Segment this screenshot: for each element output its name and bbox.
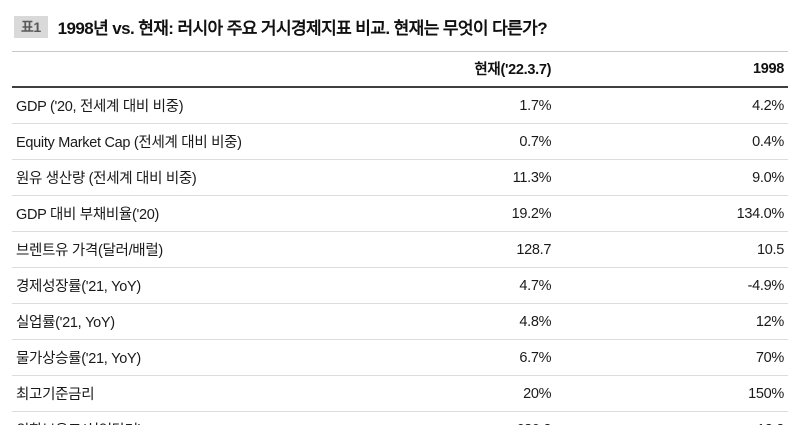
page-title: 1998년 vs. 현재: 러시아 주요 거시경제지표 비교. 현재는 무엇이 … bbox=[57, 19, 548, 38]
row-current-value: 4.7% bbox=[353, 267, 556, 304]
table-row: Equity Market Cap (전세계 대비 비중) 0.7% 0.4% bbox=[12, 123, 788, 160]
row-current-value: 19.2% bbox=[353, 195, 556, 232]
row-label: 외환보유고(십억달러) bbox=[12, 411, 354, 425]
row-1998-value: 12% bbox=[555, 303, 788, 340]
row-label: 원유 생산량 (전세계 대비 비중) bbox=[12, 159, 354, 196]
row-current-value: 4.8% bbox=[353, 303, 556, 340]
column-header-indicator bbox=[12, 51, 354, 88]
row-current-value: 630.2 bbox=[353, 411, 556, 425]
row-current-value: 11.3% bbox=[353, 159, 556, 196]
row-1998-value: 150% bbox=[555, 375, 788, 412]
table-header-row: 현재('22.3.7) 1998 bbox=[12, 51, 788, 88]
row-label: GDP ('20, 전세계 대비 비중) bbox=[12, 87, 354, 124]
row-1998-value: 4.2% bbox=[555, 87, 788, 124]
row-label: 브렌트유 가격(달러/배럴) bbox=[12, 231, 354, 268]
row-1998-value: 12.2 bbox=[555, 411, 788, 425]
table-header: 현재('22.3.7) 1998 bbox=[12, 51, 788, 88]
table-body: GDP ('20, 전세계 대비 비중) 1.7% 4.2% Equity Ma… bbox=[12, 87, 788, 425]
row-label: 경제성장률('21, YoY) bbox=[12, 267, 354, 304]
table-row: 물가상승률('21, YoY) 6.7% 70% bbox=[12, 339, 788, 376]
row-current-value: 0.7% bbox=[353, 123, 556, 160]
row-1998-value: 134.0% bbox=[555, 195, 788, 232]
column-header-current: 현재('22.3.7) bbox=[353, 51, 556, 88]
row-label: Equity Market Cap (전세계 대비 비중) bbox=[12, 123, 354, 160]
table-row: 실업률('21, YoY) 4.8% 12% bbox=[12, 303, 788, 340]
column-header-1998: 1998 bbox=[555, 51, 788, 88]
row-current-value: 1.7% bbox=[353, 87, 556, 124]
row-label: 최고기준금리 bbox=[12, 375, 354, 412]
row-label: 물가상승률('21, YoY) bbox=[12, 339, 354, 376]
row-1998-value: 70% bbox=[555, 339, 788, 376]
table-row: 경제성장률('21, YoY) 4.7% -4.9% bbox=[12, 267, 788, 304]
table-row: 외환보유고(십억달러) 630.2 12.2 bbox=[12, 411, 788, 425]
row-1998-value: 0.4% bbox=[555, 123, 788, 160]
table-number-badge: 표1 bbox=[14, 15, 48, 38]
row-label: GDP 대비 부채비율('20) bbox=[12, 195, 354, 232]
row-current-value: 6.7% bbox=[353, 339, 556, 376]
table-row: 최고기준금리 20% 150% bbox=[12, 375, 788, 412]
table-row: 브렌트유 가격(달러/배럴) 128.7 10.5 bbox=[12, 231, 788, 268]
table-title-row: 표1 1998년 vs. 현재: 러시아 주요 거시경제지표 비교. 현재는 무… bbox=[12, 12, 788, 51]
row-1998-value: 10.5 bbox=[555, 231, 788, 268]
macro-comparison-table: 현재('22.3.7) 1998 GDP ('20, 전세계 대비 비중) 1.… bbox=[12, 51, 788, 425]
table-row: 원유 생산량 (전세계 대비 비중) 11.3% 9.0% bbox=[12, 159, 788, 196]
row-current-value: 128.7 bbox=[353, 231, 556, 268]
row-current-value: 20% bbox=[353, 375, 556, 412]
table-row: GDP 대비 부채비율('20) 19.2% 134.0% bbox=[12, 195, 788, 232]
table-row: GDP ('20, 전세계 대비 비중) 1.7% 4.2% bbox=[12, 87, 788, 124]
row-label: 실업률('21, YoY) bbox=[12, 303, 354, 340]
row-1998-value: -4.9% bbox=[555, 267, 788, 304]
row-1998-value: 9.0% bbox=[555, 159, 788, 196]
